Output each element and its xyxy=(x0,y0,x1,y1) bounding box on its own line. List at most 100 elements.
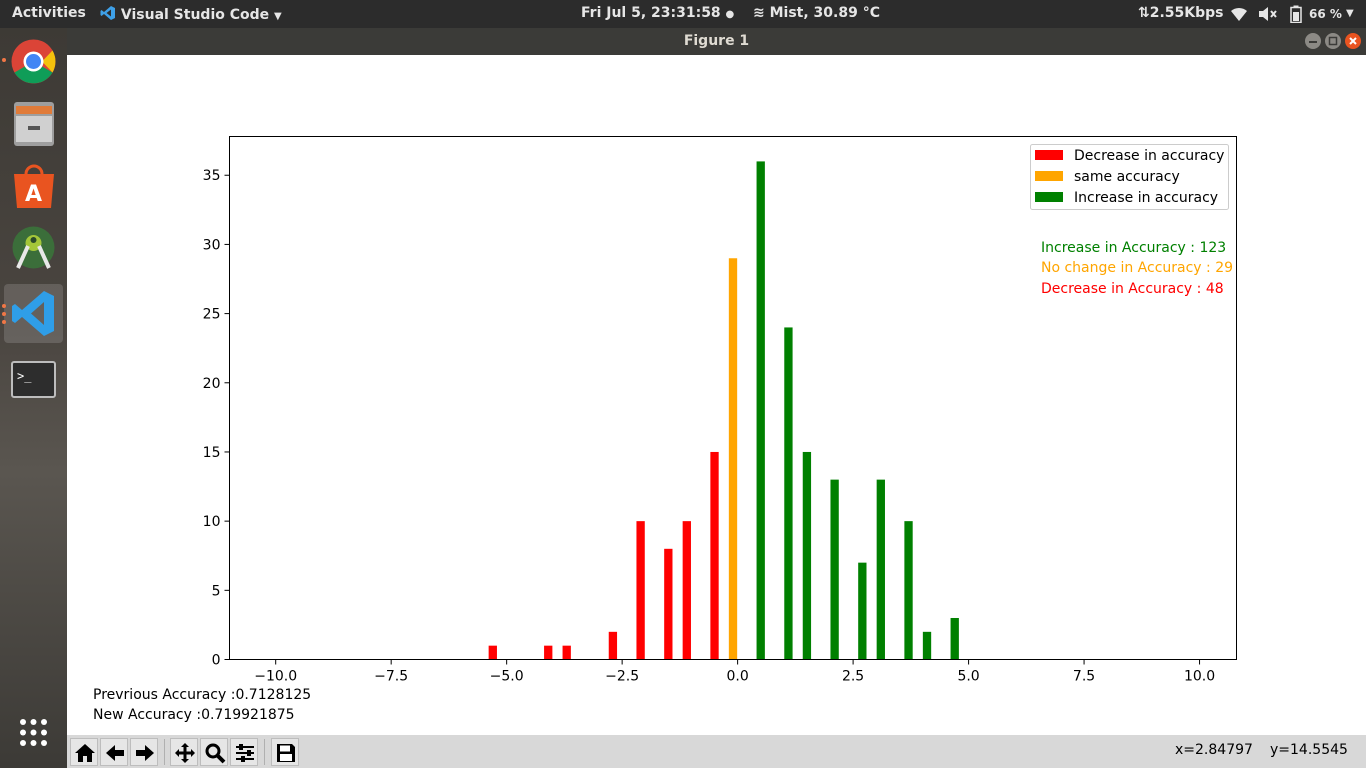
volume-muted-icon[interactable] xyxy=(1258,6,1278,22)
save-icon xyxy=(277,744,295,762)
weather-text: Mist, 30.89 °C xyxy=(769,5,880,21)
y-tick-label: 10 xyxy=(203,514,221,530)
matplotlib-toolbar: x=2.84797 y=14.5545 xyxy=(67,735,1366,768)
increase-count-text: Increase in Accuracy : 123 xyxy=(1041,240,1226,256)
x-tick-label: 2.5 xyxy=(842,669,864,685)
bar-increase-in-accuracy-7 xyxy=(922,631,932,660)
y-tick-label: 30 xyxy=(203,237,221,253)
nochange-count-text: No change in Accuracy : 29 xyxy=(1041,260,1233,276)
home-button[interactable] xyxy=(70,738,98,766)
battery-percent: 66 % xyxy=(1309,7,1342,21)
y-coordinate-readout: y=14.5545 xyxy=(1270,742,1348,758)
window-title-bar[interactable]: Figure 1 xyxy=(67,28,1366,55)
legend-label-increase: Increase in accuracy xyxy=(1074,190,1218,206)
forward-arrow-icon xyxy=(136,745,154,761)
legend-label-decrease: Decrease in accuracy xyxy=(1074,148,1224,164)
x-tick-label: 10.0 xyxy=(1184,669,1215,685)
configure-subplots-button[interactable] xyxy=(230,738,258,766)
x-tick-label: −5.0 xyxy=(490,669,524,685)
mist-icon: ≋ xyxy=(753,5,765,21)
bar-decrease-in-accuracy-6 xyxy=(682,521,691,660)
configure-subplots-icon xyxy=(236,744,254,762)
svg-text:>_: >_ xyxy=(17,369,32,383)
legend-swatch-decrease xyxy=(1035,150,1063,160)
maximize-icon xyxy=(1328,36,1338,46)
app-grid-icon[interactable] xyxy=(4,704,63,763)
legend-swatch-increase xyxy=(1035,192,1063,202)
bar-increase-in-accuracy-1 xyxy=(784,327,793,660)
previous-accuracy-text: Prevrious Accuracy :0.7128125 xyxy=(93,687,312,703)
bar-decrease-in-accuracy-1 xyxy=(544,645,553,660)
app-menu[interactable]: Visual Studio Code ▼ xyxy=(100,5,282,23)
back-arrow-icon xyxy=(106,745,124,761)
terminal-icon[interactable]: >_ xyxy=(4,350,63,409)
system-top-bar: Activities Visual Studio Code ▼ Fri Jul … xyxy=(0,0,1366,28)
zoom-icon xyxy=(205,743,226,764)
bar-decrease-in-accuracy-4 xyxy=(636,521,645,660)
clock[interactable]: Fri Jul 5, 23:31:58 ● xyxy=(581,5,734,21)
bar-increase-in-accuracy-6 xyxy=(904,521,913,660)
back-button[interactable] xyxy=(100,738,128,766)
bar-increase-in-accuracy-2 xyxy=(802,451,812,660)
bar-increase-in-accuracy-3 xyxy=(830,479,839,660)
x-tick-label: −7.5 xyxy=(374,669,408,685)
minimize-button[interactable] xyxy=(1305,33,1321,49)
vscode-small-icon xyxy=(100,6,115,20)
y-tick-label: 35 xyxy=(203,168,221,184)
bar-increase-in-accuracy-4 xyxy=(858,562,867,660)
legend-label-same: same accuracy xyxy=(1074,169,1180,185)
running-indicator xyxy=(2,312,6,316)
close-icon xyxy=(1349,37,1357,45)
bar-chart[interactable]: −10.0 −7.5 −5.0 −2.5 0.0 2.5 5.0 7.5 10.0 0 5 10 15… xyxy=(67,55,1366,735)
bar-decrease-in-accuracy-7 xyxy=(710,451,719,660)
legend-swatch-same xyxy=(1035,171,1063,181)
weather-indicator[interactable]: ≋ Mist, 30.89 °C xyxy=(753,5,880,21)
battery-icon[interactable] xyxy=(1290,5,1302,23)
x-tick-label: −10.0 xyxy=(254,669,297,685)
window-title: Figure 1 xyxy=(683,33,750,49)
running-indicator xyxy=(2,320,6,324)
app-name: Visual Studio Code xyxy=(120,7,270,23)
network-speed[interactable]: ⇅2.55Kbps xyxy=(1138,5,1224,21)
system-menu-chevron-icon[interactable]: ▼ xyxy=(1346,8,1354,19)
svg-text:A: A xyxy=(25,182,42,207)
pan-icon xyxy=(175,743,195,763)
software-center-icon[interactable]: A xyxy=(4,156,63,215)
bar-decrease-in-accuracy-5 xyxy=(664,548,673,660)
chrome-icon[interactable] xyxy=(4,32,63,91)
notification-dot-icon: ● xyxy=(725,9,735,20)
vscode-icon[interactable] xyxy=(2,284,63,343)
home-icon xyxy=(75,744,95,762)
wifi-icon[interactable] xyxy=(1230,6,1248,22)
save-button[interactable] xyxy=(271,738,299,766)
pan-button[interactable] xyxy=(170,738,198,766)
toolbar-separator xyxy=(264,739,265,765)
x-tick-label: 7.5 xyxy=(1073,669,1095,685)
minimize-icon xyxy=(1309,41,1317,43)
y-tick-label: 0 xyxy=(212,653,221,669)
bar-decrease-in-accuracy-3 xyxy=(608,631,618,660)
bar-decrease-in-accuracy-2 xyxy=(562,645,571,660)
files-icon[interactable] xyxy=(4,94,63,153)
maximize-button[interactable] xyxy=(1325,33,1341,49)
forward-button[interactable] xyxy=(130,738,158,766)
x-tick-label: −2.5 xyxy=(605,669,639,685)
activities-button[interactable]: Activities xyxy=(12,5,86,21)
decrease-count-text: Decrease in Accuracy : 48 xyxy=(1041,281,1224,297)
y-tick-label: 25 xyxy=(203,307,221,323)
zoom-button[interactable] xyxy=(200,738,228,766)
running-indicator xyxy=(2,304,6,308)
close-button[interactable] xyxy=(1345,33,1361,49)
bar-same-accuracy-0 xyxy=(728,258,738,660)
figure-canvas[interactable]: −10.0 −7.5 −5.0 −2.5 0.0 2.5 5.0 7.5 10.0 0 5 10 15… xyxy=(67,55,1366,735)
y-tick-label: 20 xyxy=(203,376,221,392)
android-studio-icon[interactable] xyxy=(4,218,63,277)
clock-text: Fri Jul 5, 23:31:58 xyxy=(581,5,721,21)
launcher-dock: A >_ xyxy=(0,28,67,768)
plot-frame xyxy=(229,136,1237,660)
toolbar-separator xyxy=(164,739,165,765)
bar-increase-in-accuracy-0 xyxy=(756,161,765,660)
bar-decrease-in-accuracy-0 xyxy=(488,645,497,660)
new-accuracy-text: New Accuracy :0.719921875 xyxy=(93,707,295,723)
x-tick-label: 0.0 xyxy=(726,669,748,685)
